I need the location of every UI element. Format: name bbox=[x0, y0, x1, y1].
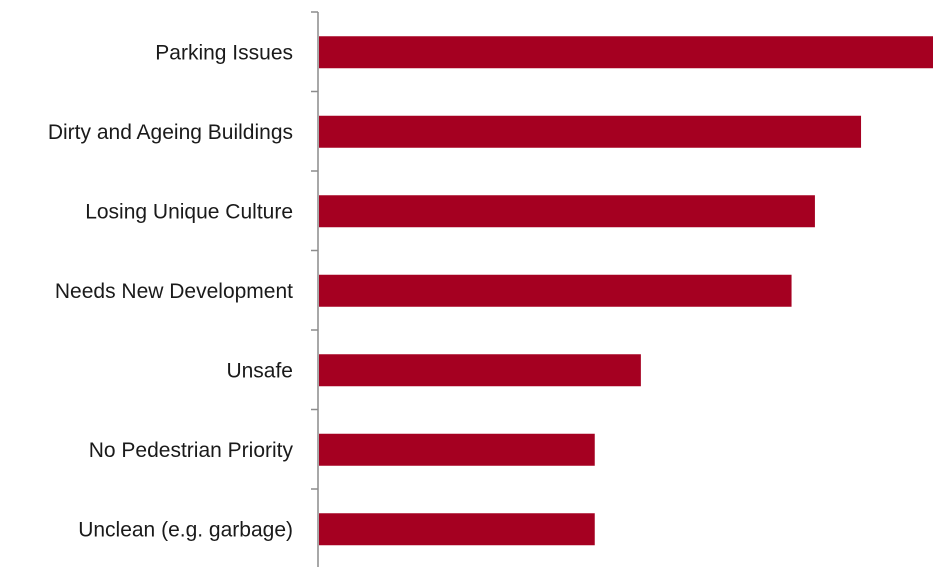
category-labels-group: Parking Issues Dirty and Ageing Buildings… bbox=[48, 41, 294, 541]
bars-group bbox=[319, 36, 933, 546]
category-label: Unsafe bbox=[226, 359, 293, 382]
category-label: Dirty and Ageing Buildings bbox=[48, 121, 293, 144]
y-axis bbox=[311, 11, 319, 567]
category-label: Unclean (e.g. garbage) bbox=[78, 518, 293, 541]
bar-unclean-e-g-garbage bbox=[319, 513, 595, 546]
category-label: No Pedestrian Priority bbox=[89, 439, 294, 462]
bar-losing-unique-culture bbox=[319, 195, 815, 228]
bar-needs-new-development bbox=[319, 274, 792, 307]
category-label: Parking Issues bbox=[155, 41, 293, 64]
category-label: Losing Unique Culture bbox=[85, 200, 293, 223]
bar-dirty-and-ageing-buildings bbox=[319, 115, 862, 148]
bar-parking-issues bbox=[319, 36, 933, 69]
category-label: Needs New Development bbox=[55, 280, 293, 303]
bar-unsafe bbox=[319, 354, 641, 387]
bar-no-pedestrian-priority bbox=[319, 433, 595, 466]
